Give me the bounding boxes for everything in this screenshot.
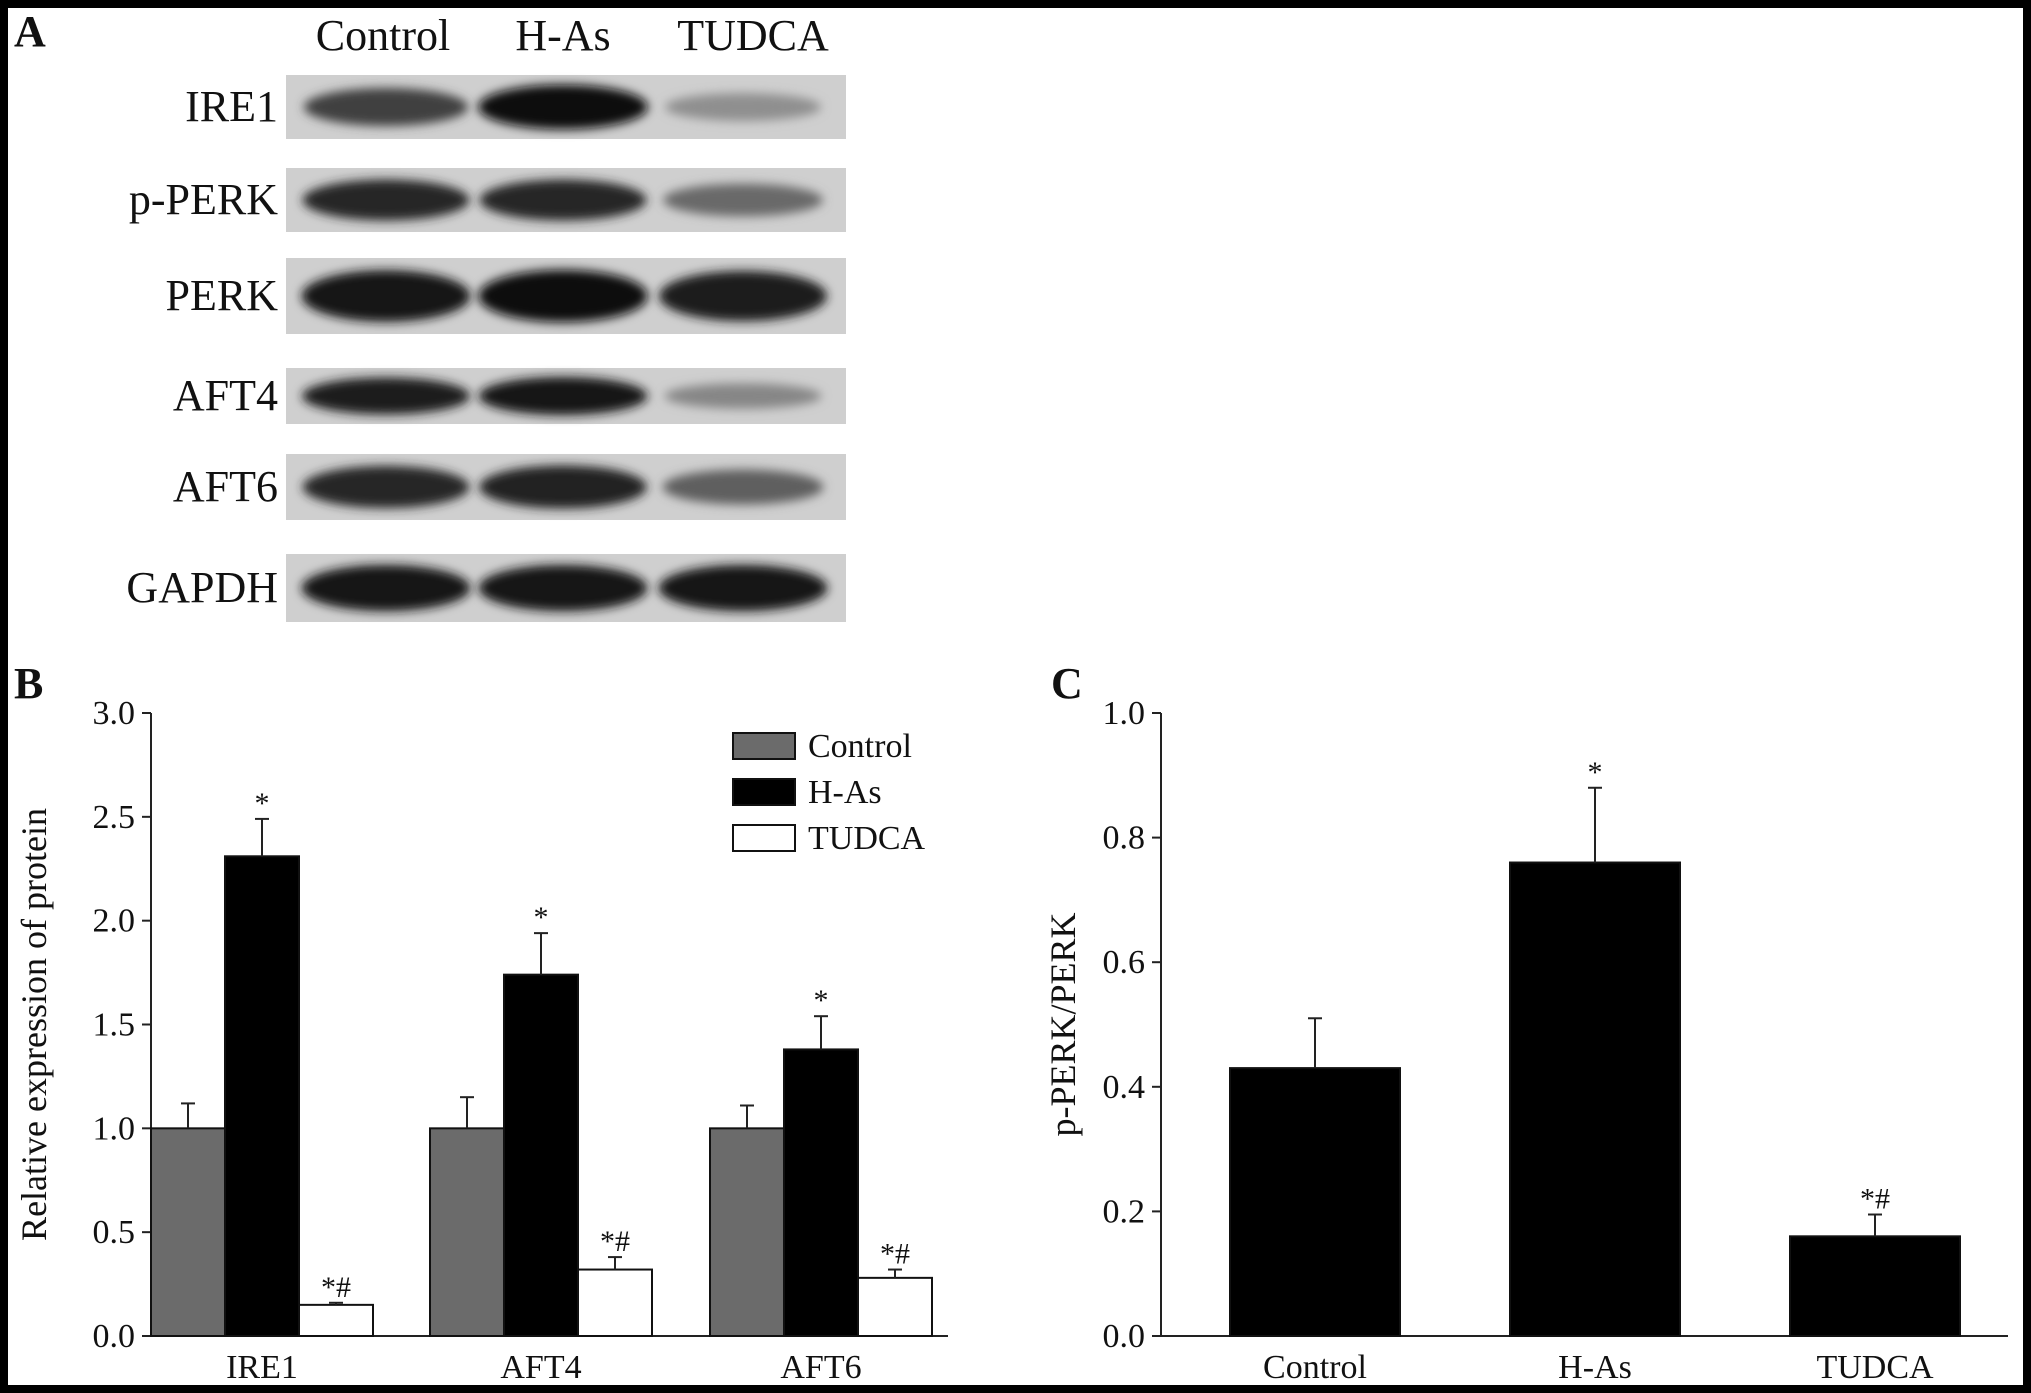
lane-label-h-as: H-As: [515, 11, 610, 60]
band-ire1-h-as: [478, 84, 648, 130]
panel-letter-c: C: [1051, 659, 1083, 708]
protein-label-ire1: IRE1: [185, 82, 278, 131]
chart-c-y-tick-label: 0.6: [1103, 944, 1146, 981]
band-aft4-control: [302, 377, 470, 415]
chart-c-x-tick-label-h-as: H-As: [1558, 1349, 1632, 1385]
protein-label-p-perk: p-PERK: [129, 175, 278, 224]
chart-b-bar-ire1-control: [150, 1127, 226, 1338]
chart-b-bar-aft6-control: [709, 1127, 785, 1338]
chart-b-legend-label-tudca: TUDCA: [808, 820, 926, 857]
band-aft4-h-as: [478, 376, 648, 416]
chart-c-y-tick-label: 0.4: [1103, 1069, 1146, 1106]
panel-letter-b: B: [14, 659, 43, 708]
chart-c-bar-control: [1229, 1067, 1401, 1337]
chart-b-x-tick-label-aft4: AFT4: [500, 1349, 581, 1385]
figure-canvas: A B C Control H-As TUDCA IRE1 p-PERK PERK AFT4…: [8, 7, 2023, 1386]
western-blot-panel: Control H-As TUDCA IRE1 p-PERK PERK AFT4 AFT6 GA…: [126, 11, 846, 622]
chart-b-y-tick-label: 2.0: [93, 903, 136, 940]
protein-label-perk: PERK: [166, 271, 279, 320]
chart-b-x-tick-label-ire1: IRE1: [226, 1349, 298, 1385]
band-p-perk-h-as: [479, 179, 647, 221]
chart-c-bar-tudca-significance: *#: [1860, 1183, 1890, 1216]
chart-b-legend: Control H-As TUDCA: [732, 728, 926, 857]
chart-b-bar-aft4-control: [429, 1127, 505, 1338]
band-p-perk-control: [302, 179, 470, 221]
chart-b-y-tick-label: 2.5: [93, 799, 136, 836]
protein-label-aft4: AFT4: [173, 371, 278, 420]
chart-b-bar-aft4-tudca-significance: *#: [600, 1225, 630, 1258]
lane-label-control: Control: [316, 11, 450, 60]
chart-b-legend-label-control: Control: [808, 728, 912, 765]
protein-label-gapdh: GAPDH: [126, 563, 278, 612]
chart-b-x-tick-label-aft6: AFT6: [780, 1349, 861, 1385]
chart-b-y-tick-label: 3.0: [93, 695, 136, 732]
chart-b-y-tick-label: 1.5: [93, 1007, 136, 1044]
chart-b-bar-ire1-h-as: [224, 855, 300, 1337]
chart-b-y-tick-label: 0.5: [93, 1214, 136, 1251]
chart-c-bar-h-as: [1509, 861, 1681, 1338]
panel-letter-a: A: [14, 8, 46, 56]
chart-c-bar-tudca: [1789, 1235, 1961, 1337]
chart-b-legend-swatch-control: [732, 732, 796, 760]
band-aft6-tudca: [662, 469, 824, 505]
chart-c-x-tick-label-tudca: TUDCA: [1816, 1349, 1934, 1385]
chart-b-legend-swatch-h-as: [732, 778, 796, 806]
chart-c-y-tick-label: 0.8: [1103, 820, 1146, 857]
chart-b-bar-ire1-tudca: [298, 1303, 374, 1337]
band-ire1-tudca: [665, 93, 821, 121]
chart-b-legend-label-h-as: H-As: [808, 774, 882, 811]
chart-b-bar-aft4-h-as-significance: *: [534, 901, 549, 934]
band-perk-h-as: [478, 269, 648, 323]
chart-b-y-tick-label: 1.0: [93, 1110, 136, 1147]
band-p-perk-tudca: [663, 183, 823, 217]
band-gapdh-tudca: [658, 564, 828, 612]
chart-b-bar-aft6-tudca: [857, 1276, 933, 1338]
band-gapdh-control: [301, 564, 471, 612]
chart-b-y-tick-label: 0.0: [93, 1318, 136, 1355]
chart-c-bar-h-as-significance: *: [1588, 756, 1603, 789]
chart-c-y-tick-label: 1.0: [1103, 695, 1146, 732]
chart-c-y-tick-label: 0.2: [1103, 1193, 1146, 1230]
band-aft4-tudca: [664, 383, 822, 409]
chart-b-bar-aft4-h-as: [503, 973, 579, 1337]
band-aft6-control: [302, 465, 470, 509]
chart-b-bar-aft6-tudca-significance: *#: [880, 1238, 910, 1271]
chart-c-y-axis-title: p-PERK/PERK: [1043, 912, 1083, 1136]
chart-c-y-tick-label: 0.0: [1103, 1318, 1146, 1355]
chart-b-bar-ire1-tudca-significance: *#: [321, 1271, 351, 1304]
band-perk-control: [301, 270, 471, 322]
chart-c-pperk-ratio: 0.0 0.2 0.4 0.6 0.8 1.0 p-PERK/PERK Control * H-A…: [1043, 695, 2008, 1386]
band-gapdh-h-as: [478, 564, 648, 612]
band-aft6-h-as: [479, 465, 647, 509]
chart-c-x-tick-label-control: Control: [1263, 1349, 1367, 1385]
band-perk-tudca: [659, 270, 827, 322]
chart-b-bar-aft6-h-as-significance: *: [814, 984, 829, 1017]
figure-svg: A B C Control H-As TUDCA IRE1 p-PERK PERK AFT4…: [14, 7, 2008, 1386]
chart-b-bar-aft4-tudca: [577, 1268, 653, 1337]
band-ire1-control: [303, 88, 469, 126]
chart-b-legend-swatch-tudca: [732, 824, 796, 852]
chart-b-y-axis-title: Relative expression of protein: [14, 808, 54, 1241]
lane-label-tudca: TUDCA: [677, 11, 829, 60]
chart-b-bar-ire1-h-as-significance: *: [255, 787, 270, 820]
chart-b-bar-aft6-h-as: [783, 1048, 859, 1338]
protein-label-aft6: AFT6: [173, 462, 278, 511]
chart-b-relative-expression: 0.0 0.5 1.0 1.5 2.0 2.5 3.0 Relative expression…: [14, 695, 948, 1386]
